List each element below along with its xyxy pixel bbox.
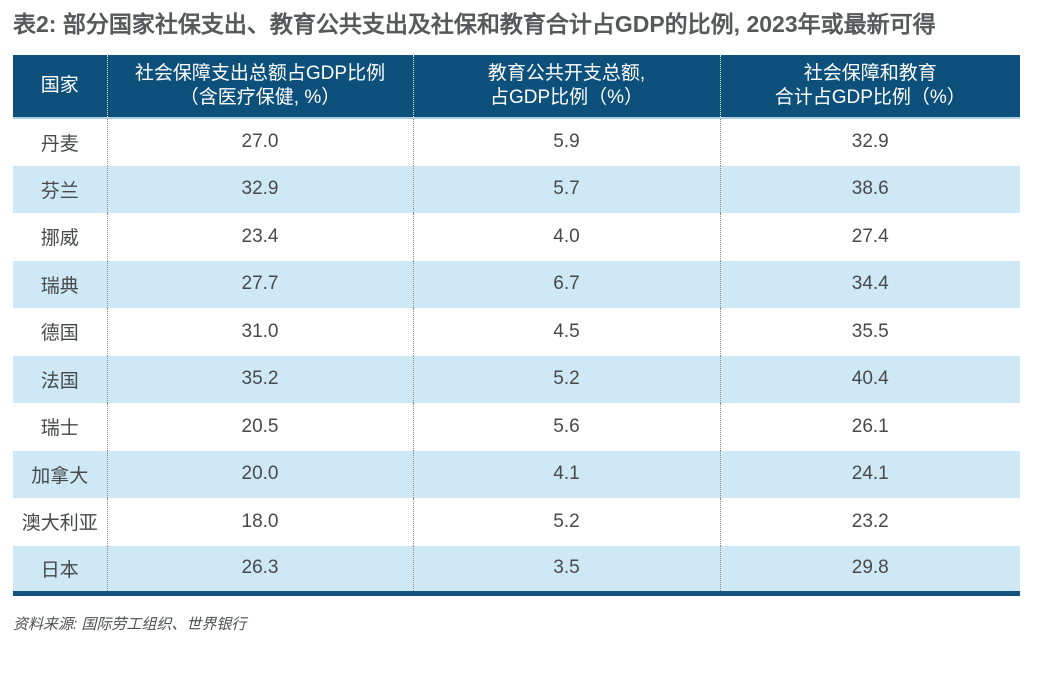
- value-cell: 35.2: [106, 355, 413, 403]
- table-row: 挪威 23.4 4.0 27.4: [13, 213, 1020, 261]
- value-cell: 4.0: [412, 213, 720, 261]
- header-cell-social-security: 社会保障支出总额占GDP比例 （含医疗保健, %）: [106, 55, 413, 119]
- header-line: （含医疗保健, %）: [179, 87, 341, 108]
- country-cell: 丹麦: [13, 118, 107, 166]
- value-cell: 5.7: [412, 165, 720, 213]
- page-title: 表2: 部分国家社保支出、教育公共支出及社保和教育合计占GDP的比例, 2023…: [13, 11, 936, 37]
- value-cell: 5.6: [412, 403, 720, 451]
- value-cell: 6.7: [412, 260, 720, 308]
- header-line: 占GDP比例（%）: [489, 87, 644, 108]
- table-row: 澳大利亚 18.0 5.2 23.2: [13, 498, 1020, 546]
- country-cell: 芬兰: [13, 165, 107, 213]
- value-cell: 5.2: [412, 498, 720, 546]
- table-body: 丹麦 27.0 5.9 32.9 芬兰 32.9 5.7 38.6 挪威 23.4 4.0 27.4 瑞…: [13, 118, 1020, 593]
- value-cell: 23.4: [106, 213, 413, 261]
- value-cell: 23.2: [719, 498, 1020, 546]
- country-cell: 瑞典: [13, 260, 107, 308]
- value-cell: 38.6: [719, 165, 1020, 213]
- table-header-row: 国家 社会保障支出总额占GDP比例 （含医疗保健, %） 教育公共开支总额, 占GD…: [13, 55, 1020, 119]
- value-cell: 35.5: [719, 308, 1020, 356]
- value-cell: 27.4: [719, 213, 1020, 261]
- value-cell: 5.2: [412, 355, 720, 403]
- source-note: 资料来源: 国际劳工组织、世界银行: [13, 615, 247, 633]
- header-line: 合计占GDP比例（%）: [774, 87, 966, 108]
- country-cell: 日本: [13, 545, 107, 593]
- country-cell: 挪威: [13, 213, 107, 261]
- header-cell-education: 教育公共开支总额, 占GDP比例（%）: [412, 55, 720, 119]
- value-cell: 4.1: [412, 450, 720, 498]
- value-cell: 20.5: [106, 403, 413, 451]
- country-cell: 澳大利亚: [13, 498, 107, 546]
- country-cell: 加拿大: [13, 450, 107, 498]
- table-row: 芬兰 32.9 5.7 38.6: [13, 165, 1020, 213]
- value-cell: 27.7: [106, 260, 413, 308]
- value-cell: 34.4: [719, 260, 1020, 308]
- table-row: 德国 31.0 4.5 35.5: [13, 308, 1020, 356]
- value-cell: 31.0: [106, 308, 413, 356]
- value-cell: 27.0: [106, 118, 413, 166]
- country-cell: 法国: [13, 355, 107, 403]
- table-row: 法国 35.2 5.2 40.4: [13, 355, 1020, 403]
- table-row: 加拿大 20.0 4.1 24.1: [13, 450, 1020, 498]
- value-cell: 4.5: [412, 308, 720, 356]
- country-cell: 瑞士: [13, 403, 107, 451]
- table-row: 丹麦 27.0 5.9 32.9: [13, 118, 1020, 166]
- value-cell: 32.9: [106, 165, 413, 213]
- value-cell: 3.5: [412, 545, 720, 593]
- table-row: 瑞士 20.5 5.6 26.1: [13, 403, 1020, 451]
- value-cell: 20.0: [106, 450, 413, 498]
- value-cell: 5.9: [412, 118, 720, 166]
- country-cell: 德国: [13, 308, 107, 356]
- value-cell: 40.4: [719, 355, 1020, 403]
- page: 表2: 部分国家社保支出、教育公共支出及社保和教育合计占GDP的比例, 2023…: [13, 11, 1020, 633]
- header-line: 社会保障支出总额占GDP比例: [134, 63, 386, 84]
- header-line: 国家: [40, 75, 79, 96]
- value-cell: 18.0: [106, 498, 413, 546]
- header-line: 教育公共开支总额,: [487, 63, 646, 84]
- table-row: 日本 26.3 3.5 29.8: [13, 545, 1020, 593]
- header-line: 社会保障和教育: [803, 63, 937, 84]
- header-cell-country: 国家: [13, 55, 107, 119]
- table-row: 瑞典 27.7 6.7 34.4: [13, 260, 1020, 308]
- value-cell: 26.1: [719, 403, 1020, 451]
- value-cell: 29.8: [719, 545, 1020, 593]
- value-cell: 24.1: [719, 450, 1020, 498]
- value-cell: 32.9: [719, 118, 1020, 166]
- gdp-expenditure-table: 国家 社会保障支出总额占GDP比例 （含医疗保健, %） 教育公共开支总额, 占GD…: [13, 55, 1020, 596]
- value-cell: 26.3: [106, 545, 413, 593]
- header-cell-combined-total: 社会保障和教育合计占GDP比例（%）: [719, 55, 1020, 119]
